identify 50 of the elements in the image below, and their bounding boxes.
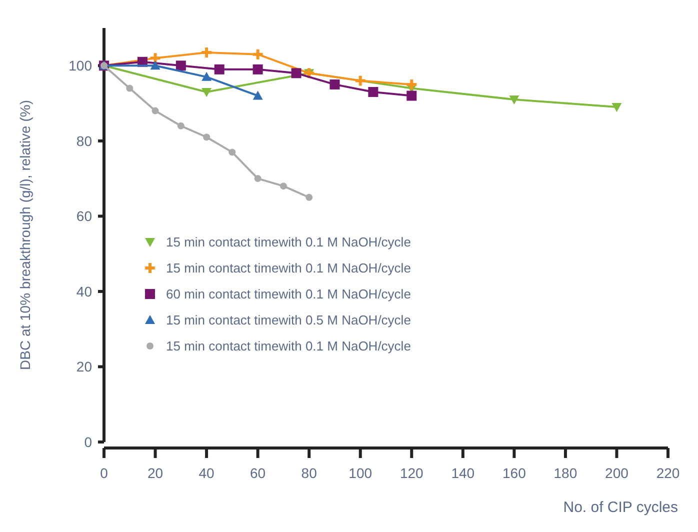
y-tick-label: 40	[76, 283, 92, 300]
point	[150, 60, 160, 70]
legend-label: 60 min contact timewith 0.1 M NaOH/cycle	[166, 286, 411, 302]
y-tick-label: 80	[76, 132, 92, 149]
point	[200, 46, 214, 59]
x-tick-label: 140	[451, 465, 475, 481]
y-axis-title: DBC at 10% breakthrough (g/l), relative (%)	[17, 100, 33, 370]
point	[612, 103, 622, 112]
point	[152, 107, 159, 114]
x-tick-label: 0	[100, 465, 108, 481]
point	[354, 74, 367, 88]
y-tick-label: 0	[84, 434, 92, 450]
x-tick-label: 60	[250, 465, 266, 481]
legend-label: 15 min contact timewith 0.1 M NaOH/cycle	[166, 260, 411, 276]
x-tick-label: 220	[656, 465, 680, 481]
point	[251, 48, 264, 61]
x-tick-label: 100	[348, 465, 372, 481]
legend-label: 15 min contact timewith 0.1 M NaOH/cycle	[166, 234, 411, 250]
legend-label: 15 min contact timewith 0.5 M NaOH/cycle	[166, 312, 411, 328]
point	[203, 134, 210, 141]
point	[176, 60, 186, 71]
x-axis-title: No. of CIP cycles	[563, 499, 678, 516]
point	[202, 88, 212, 97]
point	[202, 72, 212, 81]
point	[291, 68, 302, 78]
x-tick-label: 20	[147, 465, 164, 481]
point	[368, 86, 378, 97]
legend-label: 15 min contact timewith 0.1 M NaOH/cycle	[166, 338, 411, 354]
point	[254, 175, 262, 182]
point	[509, 96, 520, 105]
x-tick-label: 180	[554, 465, 578, 481]
point	[177, 122, 184, 130]
x-tick-label: 200	[605, 465, 629, 481]
y-tick-label: 60	[76, 208, 92, 224]
x-tick-label: 120	[400, 465, 424, 481]
point	[126, 84, 134, 92]
point	[214, 64, 224, 74]
point	[252, 90, 263, 100]
y-tick-label: 20	[76, 358, 92, 375]
point	[302, 66, 316, 80]
point	[280, 182, 287, 190]
point	[330, 79, 340, 90]
x-tick-label: 80	[301, 465, 318, 481]
x-tick-label: 40	[198, 465, 215, 481]
point	[406, 90, 417, 101]
x-tick-label: 160	[502, 465, 526, 481]
point	[252, 64, 263, 74]
point	[228, 148, 236, 156]
y-tick-label: 100	[68, 58, 92, 74]
point	[306, 194, 313, 201]
